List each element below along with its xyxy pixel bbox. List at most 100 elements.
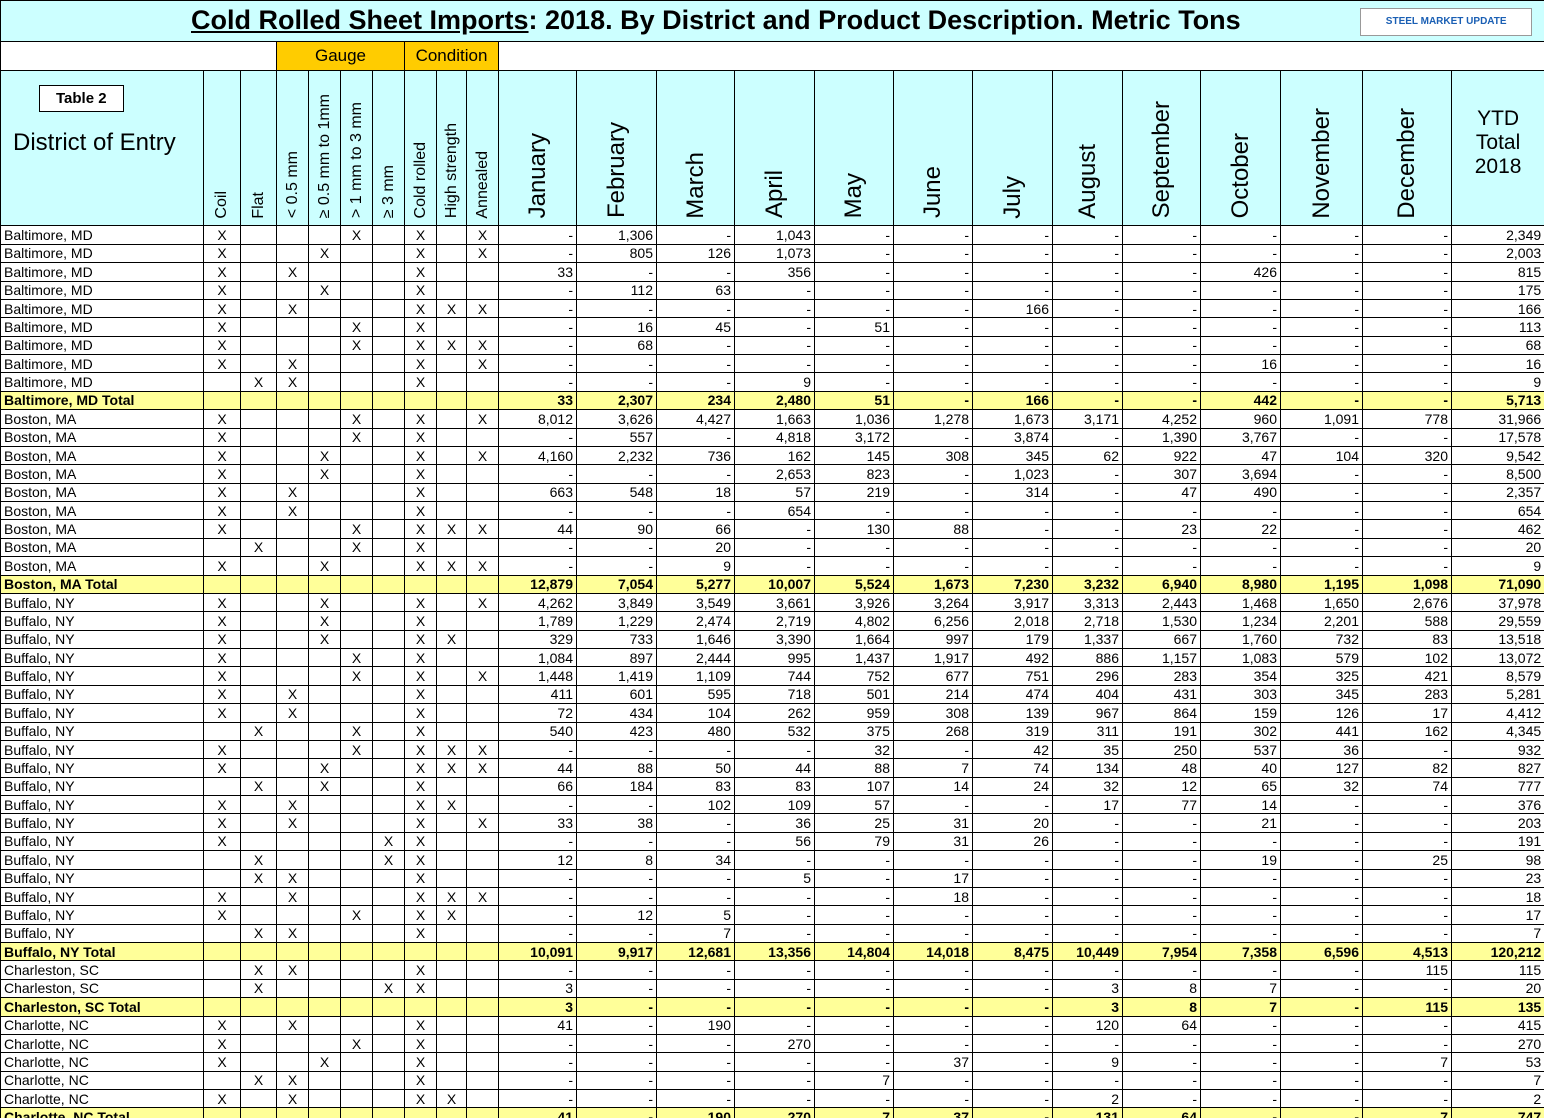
value-cell: 2,718 [1052, 611, 1123, 631]
value-cell: 5,281 [1450, 684, 1544, 705]
value-cell: - [972, 886, 1053, 907]
mark-cell [466, 776, 499, 797]
value-cell: 47 [1200, 445, 1281, 466]
value-cell: 31,966 [1450, 409, 1544, 429]
mark-cell [340, 795, 373, 815]
mark-cell: X [203, 739, 241, 760]
gauge-group: Gauge [276, 41, 405, 71]
mark-cell: X [203, 905, 241, 925]
column-label: Coil [213, 190, 230, 219]
total-value: 2,480 [734, 390, 815, 411]
month-label: February [602, 122, 630, 219]
value-cell: 9 [734, 372, 815, 392]
value-cell: 1,664 [814, 629, 894, 650]
value-cell: - [1280, 225, 1363, 245]
value-cell: 736 [656, 445, 735, 466]
mark-cell [308, 648, 341, 668]
value-cell: - [1052, 831, 1123, 852]
column-label: Cold rolled [411, 141, 429, 219]
value-cell: - [1122, 905, 1201, 925]
value-cell: - [576, 831, 657, 852]
value-cell: 126 [656, 243, 735, 264]
mark-cell [372, 813, 405, 833]
value-cell: - [814, 1015, 894, 1035]
value-cell: 219 [814, 482, 894, 503]
blank-cell [240, 942, 277, 962]
mark-cell [340, 978, 373, 999]
value-cell: - [1200, 225, 1281, 245]
value-cell: 51 [814, 317, 894, 337]
value-cell: - [734, 537, 815, 558]
month-header: August [1052, 69, 1123, 227]
value-cell: 18 [656, 482, 735, 503]
value-cell: - [893, 464, 973, 484]
mark-cell: X [308, 592, 341, 613]
value-cell: 462 [1450, 519, 1544, 539]
value-cell: - [656, 225, 735, 245]
total-value: 7,230 [972, 574, 1053, 594]
mark-cell: X [404, 409, 437, 429]
mark-cell [436, 482, 467, 503]
mark-cell [340, 923, 373, 944]
value-cell: 537 [1200, 739, 1281, 760]
value-cell: 1,530 [1122, 611, 1201, 631]
value-cell: - [1200, 1052, 1281, 1072]
value-cell: - [734, 739, 815, 760]
total-value: 131 [1052, 1107, 1123, 1118]
value-cell: - [972, 372, 1053, 392]
value-cell: 18 [893, 886, 973, 907]
value-cell: 130 [814, 519, 894, 539]
total-value: 7 [1362, 1107, 1452, 1118]
mark-cell: X [436, 519, 467, 539]
value-cell: 12 [1122, 776, 1201, 797]
value-cell: - [1122, 868, 1201, 888]
mark-cell [340, 464, 373, 484]
value-cell: 44 [498, 519, 577, 539]
value-cell: - [814, 556, 894, 576]
total-value: - [576, 1107, 657, 1118]
district: Charlotte, NC [0, 1015, 204, 1035]
value-cell: 20 [1450, 978, 1544, 999]
mark-cell [240, 648, 277, 668]
month-label: January [523, 133, 551, 219]
value-cell: 48 [1122, 758, 1201, 778]
mark-cell [276, 519, 309, 539]
value-cell: 654 [1450, 501, 1544, 521]
mark-cell: X [404, 776, 437, 797]
blank-cell [372, 997, 405, 1017]
mark-cell: X [240, 960, 277, 980]
value-cell: 329 [498, 629, 577, 650]
value-cell: - [1362, 537, 1452, 558]
total-value: 7 [1200, 997, 1281, 1017]
mark-cell [436, 703, 467, 723]
value-cell: 1,650 [1280, 592, 1363, 613]
mark-cell: X [372, 850, 405, 870]
district: Baltimore, MD [0, 243, 204, 264]
data-row: Baltimore, MD X X X -16 45-51- - - - - - -113 [0, 317, 1544, 337]
blank-cell [340, 997, 373, 1017]
value-cell: - [498, 1070, 577, 1091]
value-cell: 4,412 [1450, 703, 1544, 723]
value-cell: - [498, 354, 577, 374]
value-cell: - [893, 1089, 973, 1109]
mark-cell [276, 280, 309, 300]
mark-cell: X [466, 225, 499, 245]
value-cell: - [972, 960, 1053, 980]
mark-cell: X [276, 813, 309, 833]
value-cell: 83 [656, 776, 735, 797]
mark-cell [240, 666, 277, 686]
value-cell: - [972, 795, 1053, 815]
value-cell: - [893, 795, 973, 815]
mark-cell: X [240, 850, 277, 870]
mark-cell: X [340, 317, 373, 337]
mark-cell [308, 1089, 341, 1109]
mark-cell [372, 445, 405, 466]
district: Buffalo, NY [0, 648, 204, 668]
mark-cell [340, 298, 373, 319]
blank-cell [372, 1107, 405, 1118]
value-cell: - [972, 262, 1053, 282]
mark-cell [372, 556, 405, 576]
mark-cell: X [203, 648, 241, 668]
mark-cell: X [404, 721, 437, 741]
value-cell: 17,578 [1450, 427, 1544, 447]
